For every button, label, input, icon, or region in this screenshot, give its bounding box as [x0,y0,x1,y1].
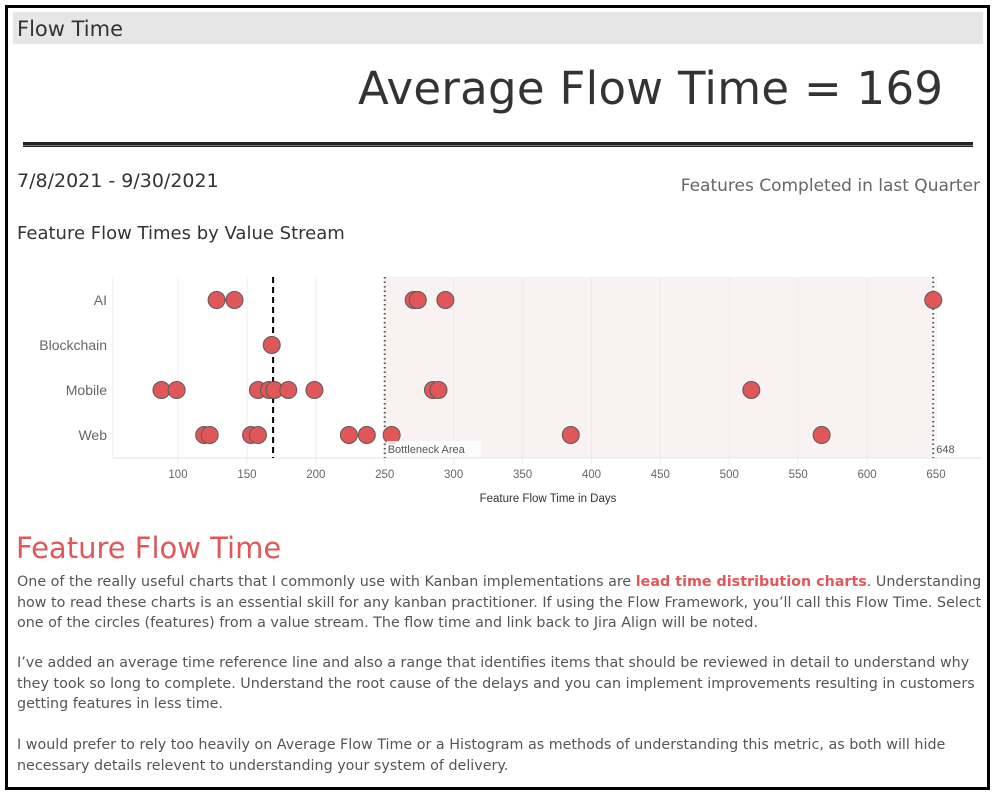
chart-title: Feature Flow Times by Value Stream [17,223,345,244]
lead-time-distribution-link[interactable]: lead time distribution charts [635,574,867,590]
y-category-label: Mobile [66,382,107,398]
x-tick-label: 100 [168,469,187,481]
max-label: 648 [936,444,954,456]
feature-dot[interactable] [305,381,324,399]
y-axis-labels: AI Blockchain Mobile Web [39,292,107,443]
feature-dot[interactable] [167,381,186,399]
bottleneck-area-band [384,277,934,458]
article-paragraph-2: I’ve added an average time reference lin… [17,655,975,712]
x-tick-label: 400 [582,469,601,481]
feature-dot[interactable] [262,336,281,354]
x-tick-label: 250 [375,469,394,481]
x-tick-label: 200 [306,469,325,481]
feature-dot[interactable] [408,291,427,309]
feature-dot[interactable] [339,426,358,444]
y-category-label: AI [94,292,107,308]
x-tick-label: 350 [513,469,532,481]
section-title-bar: Flow Time [13,12,983,44]
feature-dot[interactable] [207,291,226,309]
divider [23,142,973,147]
data-points[interactable] [152,291,943,444]
x-tick-label: 550 [789,469,808,481]
x-tick-label: 650 [926,469,945,481]
reference-labels: Bottleneck Area 648 [386,441,955,457]
section-title: Flow Time [17,17,124,41]
x-tick-label: 450 [651,469,670,481]
reference-lines [272,277,935,458]
x-tick-label: 600 [858,469,877,481]
article-paragraph-1: One of the really useful charts that I c… [17,574,982,631]
x-tick-label: 150 [237,469,256,481]
feature-dot[interactable] [742,381,761,399]
bottleneck-area-label: Bottleneck Area [388,444,466,456]
feature-dot[interactable] [248,426,267,444]
feature-dot[interactable] [924,291,943,309]
dashboard-frame [5,5,990,790]
feature-dot[interactable] [225,291,244,309]
feature-dot[interactable] [357,426,376,444]
axis: 100 150 200 250 300 350 400 450 500 550 600 650 [112,277,982,481]
label-background [386,441,481,457]
feature-dot[interactable] [382,426,401,444]
article-paragraph-3: I would prefer to rely too heavily on Av… [17,737,946,774]
feature-dot[interactable] [152,381,171,399]
flow-time-scatter-chart: 100 150 200 250 300 350 400 450 500 550 600 650 AI B… [39,277,982,505]
x-tick-label: 500 [720,469,739,481]
features-completed-subtitle: Features Completed in last Quarter [680,176,980,196]
y-category-label: Blockchain [39,337,107,353]
article-heading: Feature Flow Time [16,531,282,565]
feature-dot[interactable] [429,381,448,399]
feature-dot[interactable] [436,291,455,309]
average-flow-time-kpi: Average Flow Time = 169 [358,62,944,115]
feature-dot[interactable] [561,426,580,444]
date-range: 7/8/2021 - 9/30/2021 [17,170,219,192]
y-category-label: Web [78,427,107,443]
feature-dot[interactable] [200,426,219,444]
bottleneck-band [384,277,934,458]
feature-dot[interactable] [279,381,298,399]
feature-dot[interactable] [812,426,831,444]
x-tick-label: 300 [444,469,463,481]
x-axis-title: Feature Flow Time in Days [480,493,617,505]
